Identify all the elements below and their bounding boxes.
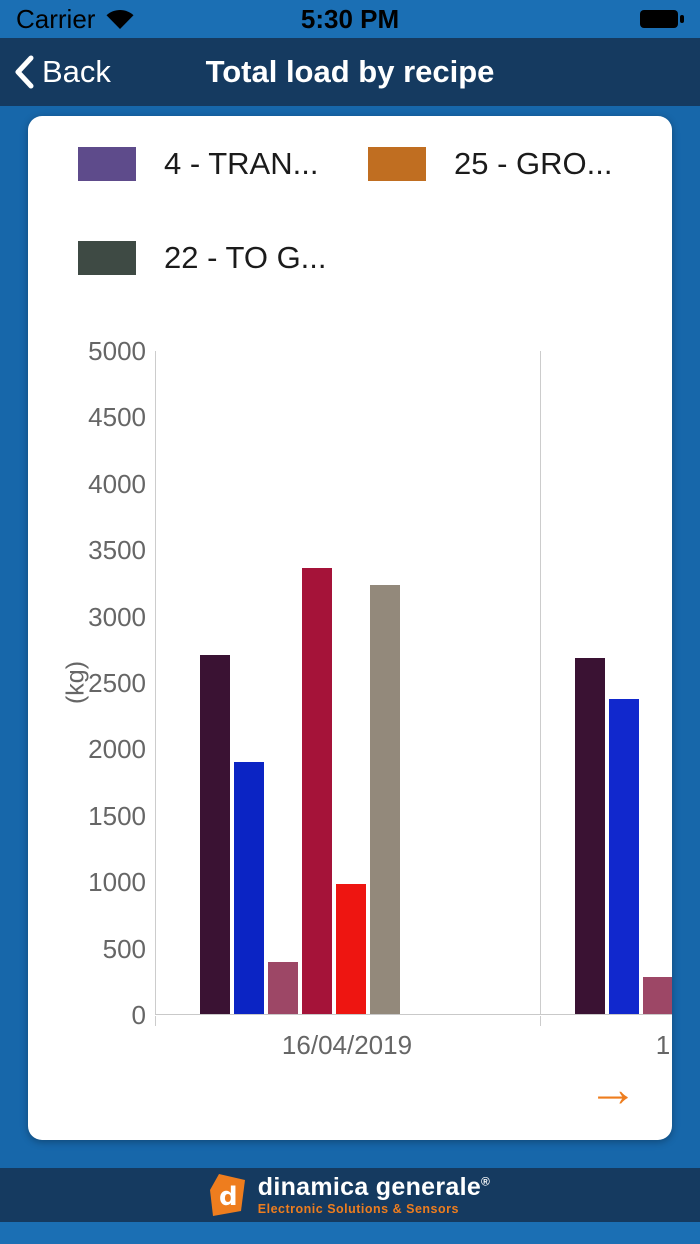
- y-tick-label: 500: [102, 933, 146, 964]
- nav-bar: Back Total load by recipe: [0, 38, 700, 106]
- next-page-button[interactable]: →: [588, 1064, 638, 1114]
- gridline: [155, 1016, 156, 1026]
- gridline: [540, 1016, 541, 1026]
- legend-item[interactable]: 25 - GRO...: [368, 146, 672, 182]
- chart-card: 4 - TRAN... 25 - GRO... 22 - TO G... (kg) …: [28, 116, 672, 1140]
- content-area: 4 - TRAN... 25 - GRO... 22 - TO G... (kg) …: [0, 106, 700, 1168]
- y-tick-label: 0: [131, 1000, 146, 1030]
- y-tick-label: 4000: [88, 468, 146, 499]
- bar: [575, 658, 605, 1014]
- x-axis-labels: 16/04/2019 1: [155, 1030, 672, 1064]
- bar: [234, 762, 264, 1014]
- y-tick-label: 4500: [88, 402, 146, 433]
- legend-swatch: [368, 147, 426, 181]
- y-tick-label: 3500: [88, 535, 146, 566]
- legend-item[interactable]: 4 - TRAN...: [78, 146, 368, 182]
- chevron-left-icon: [14, 55, 34, 89]
- y-tick-label: 1500: [88, 800, 146, 831]
- battery-icon: [640, 9, 684, 29]
- chart-legend: 4 - TRAN... 25 - GRO... 22 - TO G...: [28, 116, 672, 276]
- gridline: [540, 351, 541, 1014]
- arrow-right-icon: →: [588, 1061, 638, 1117]
- y-tick-label: 2000: [88, 734, 146, 765]
- y-tick-label: 5000: [88, 336, 146, 366]
- axis-tick-extensions: [155, 1016, 672, 1026]
- legend-label: 22 - TO G...: [164, 240, 327, 275]
- bar: [643, 977, 672, 1014]
- registered-mark: ®: [481, 1174, 491, 1189]
- x-tick-label: 1: [655, 1030, 671, 1060]
- y-tick-label: 3000: [88, 601, 146, 632]
- bar: [370, 585, 400, 1014]
- bar: [336, 884, 366, 1014]
- legend-label: 4 - TRAN...: [164, 146, 319, 181]
- y-tick-label: 1000: [88, 867, 146, 898]
- brand-name: dinamica generale®: [257, 1173, 491, 1202]
- dinamica-generale-logo: d: [209, 1174, 246, 1216]
- bar: [268, 962, 298, 1014]
- y-axis-labels: 0 500 1000 1500 2000 2500 3000 3500 4000 4500 5000: [28, 338, 146, 1028]
- legend-swatch: [78, 147, 136, 181]
- bar: [302, 568, 332, 1014]
- y-tick-label: 2500: [88, 668, 146, 698]
- plot-area: [155, 351, 672, 1015]
- status-bar: Carrier 5:30 PM: [0, 0, 700, 38]
- page-title: Total load by recipe: [205, 54, 495, 89]
- svg-text:d: d: [219, 1182, 238, 1212]
- legend-label: 25 - GRO...: [454, 146, 613, 181]
- brand-tagline: Electronic Solutions & Sensors: [257, 1201, 459, 1216]
- gridline: [155, 351, 156, 1014]
- clock: 5:30 PM: [300, 3, 400, 34]
- carrier-label: Carrier: [16, 3, 96, 34]
- bar: [200, 655, 230, 1014]
- back-label: Back: [42, 54, 111, 89]
- back-button[interactable]: Back: [14, 54, 111, 90]
- x-tick-label: 16/04/2019: [281, 1030, 413, 1060]
- legend-item[interactable]: 22 - TO G...: [78, 240, 368, 276]
- footer: d dinamica generale® Electronic Solution…: [0, 1168, 700, 1222]
- wifi-icon: [105, 8, 135, 30]
- legend-swatch: [78, 241, 136, 275]
- bottom-strip: [0, 1222, 700, 1244]
- bar: [609, 699, 639, 1014]
